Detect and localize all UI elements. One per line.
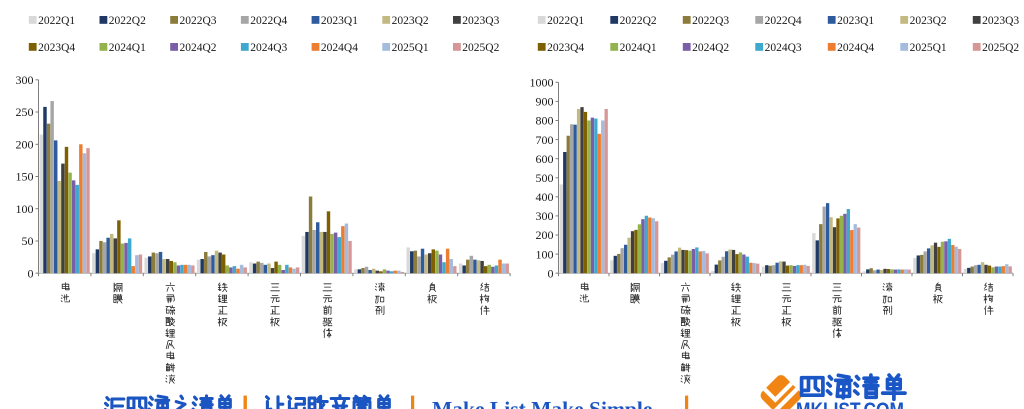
svg-text:2024Q3: 2024Q3 (250, 42, 287, 54)
svg-text:100: 100 (536, 247, 554, 261)
svg-text:2025Q2: 2025Q2 (982, 42, 1019, 54)
svg-text:150: 150 (16, 170, 34, 184)
svg-text:50: 50 (22, 234, 34, 248)
svg-text:700: 700 (536, 133, 554, 147)
svg-text:2022Q3: 2022Q3 (180, 15, 217, 27)
svg-text:2024Q1: 2024Q1 (620, 42, 657, 54)
svg-text:200: 200 (16, 138, 34, 152)
svg-text:2023Q3: 2023Q3 (462, 15, 499, 27)
svg-text:2023Q3: 2023Q3 (982, 15, 1019, 27)
svg-text:300: 300 (536, 209, 554, 223)
svg-text:2023Q4: 2023Q4 (547, 42, 584, 54)
svg-text:2024Q3: 2024Q3 (765, 42, 802, 54)
svg-text:400: 400 (536, 190, 554, 204)
svg-text:2025Q2: 2025Q2 (462, 42, 499, 54)
svg-text:250: 250 (16, 105, 34, 119)
svg-text:0: 0 (548, 266, 554, 280)
svg-text:500: 500 (536, 171, 554, 185)
svg-text:2022Q4: 2022Q4 (765, 15, 802, 27)
svg-text:Make List Make Simple: Make List Make Simple (432, 397, 652, 409)
svg-text:2024Q2: 2024Q2 (180, 42, 217, 54)
svg-text:2022Q4: 2022Q4 (250, 15, 287, 27)
svg-text:200: 200 (536, 228, 554, 242)
svg-text:2024Q4: 2024Q4 (321, 42, 358, 54)
svg-text:2022Q3: 2022Q3 (692, 15, 729, 27)
svg-text:2024Q1: 2024Q1 (109, 42, 146, 54)
svg-text:800: 800 (536, 114, 554, 128)
svg-text:2022Q1: 2022Q1 (547, 15, 584, 27)
svg-text:600: 600 (536, 152, 554, 166)
svg-text:2023Q1: 2023Q1 (837, 15, 874, 27)
svg-text:100: 100 (16, 202, 34, 216)
svg-text:2023Q2: 2023Q2 (910, 15, 947, 27)
svg-text:MKLIST.COM: MKLIST.COM (796, 399, 904, 409)
svg-text:2022Q2: 2022Q2 (109, 15, 146, 27)
svg-text:2022Q1: 2022Q1 (38, 15, 75, 27)
svg-text:900: 900 (536, 95, 554, 109)
svg-text:2024Q2: 2024Q2 (692, 42, 729, 54)
svg-text:2023Q2: 2023Q2 (392, 15, 429, 27)
svg-text:2025Q1: 2025Q1 (910, 42, 947, 54)
svg-text:2022Q2: 2022Q2 (620, 15, 657, 27)
svg-text:2023Q4: 2023Q4 (38, 42, 75, 54)
svg-text:0: 0 (28, 266, 34, 280)
svg-text:1000: 1000 (530, 76, 554, 90)
svg-text:2023Q1: 2023Q1 (321, 15, 358, 27)
svg-text:2024Q4: 2024Q4 (837, 42, 874, 54)
svg-text:300: 300 (16, 73, 34, 87)
svg-text:2025Q1: 2025Q1 (392, 42, 429, 54)
